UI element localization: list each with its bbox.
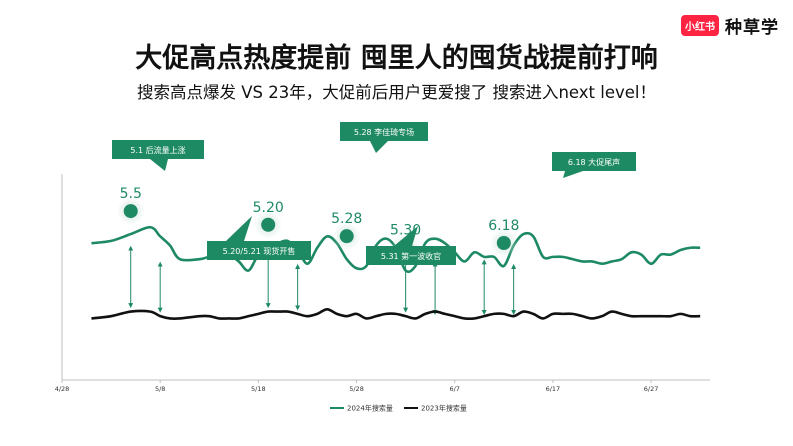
x-tick-label: 6/17 xyxy=(546,385,561,393)
peak-dot xyxy=(339,229,354,244)
peak-label: 5.28 xyxy=(331,211,362,227)
peak-markers: 5.55.205.285.30 6.18 xyxy=(116,186,519,262)
legend: 2024年搜索量 2023年搜索量 xyxy=(330,404,467,413)
axes: 4/28 5/8 5/18 5/28 6/7 6/17 6/27 xyxy=(55,174,710,393)
peak-dot xyxy=(496,236,511,250)
callout-tail xyxy=(370,141,388,153)
peak-dot xyxy=(261,217,276,232)
callout: 5.20/5.21 现货开售 xyxy=(207,216,311,260)
callout-text: 5.28 李佳琦专场 xyxy=(354,127,414,137)
x-tick-label: 5/18 xyxy=(251,385,266,393)
page-title: 大促高点热度提前 囤里人的囤货战提前打响 xyxy=(135,43,658,74)
peak-label: 5.5 xyxy=(120,186,142,202)
callout-tail xyxy=(150,159,168,171)
annotations: 5.1 后流量上涨 5.20/5.21 现货开售 5.28 李佳琦专场 5.31 第一… xyxy=(112,122,636,265)
page-subtitle: 搜索高点爆发 VS 23年，大促前后用户更爱搜了 搜索进入next level！ xyxy=(136,83,657,102)
callout-box xyxy=(112,140,204,159)
callout: 5.31 第一波收官 xyxy=(366,226,456,265)
callout-text: 5.31 第一波收官 xyxy=(381,251,441,261)
callout-tail xyxy=(226,216,252,241)
callout-tail xyxy=(563,171,583,178)
callout-box xyxy=(340,122,428,141)
series-2023-line xyxy=(91,308,701,321)
callout-tail xyxy=(394,226,418,246)
peak-dot xyxy=(123,204,138,219)
callout: 6.18 大促尾声 xyxy=(552,152,636,178)
callout-text: 5.1 后流量上涨 xyxy=(130,145,185,155)
callout-text: 5.20/5.21 现货开售 xyxy=(223,246,296,256)
x-tick-label: 6/27 xyxy=(644,385,659,393)
callout: 5.28 李佳琦专场 xyxy=(340,122,428,153)
callout-text: 6.18 大促尾声 xyxy=(568,157,620,167)
comparison-arrows xyxy=(128,245,517,315)
xiaohongshu-logo: 小红书 xyxy=(681,15,719,36)
brand: 小红书 种草学 xyxy=(681,13,779,38)
brand-name: 种草学 xyxy=(725,18,779,38)
peak-label: 6.18 xyxy=(488,218,519,234)
x-tick-label: 6/7 xyxy=(449,385,459,393)
callout-box xyxy=(552,152,636,171)
callout-box xyxy=(207,241,311,260)
x-tick-label: 5/28 xyxy=(349,385,364,393)
peak-label: 5.20 xyxy=(253,200,284,216)
callout: 5.1 后流量上涨 xyxy=(112,140,204,171)
callout-box xyxy=(366,246,456,265)
x-tick-label: 4/28 xyxy=(55,385,70,393)
x-tick-label: 5/8 xyxy=(155,385,165,393)
legend-label-2024: 2024年搜索量 xyxy=(347,404,393,413)
legend-label-2023: 2023年搜索量 xyxy=(421,404,467,413)
